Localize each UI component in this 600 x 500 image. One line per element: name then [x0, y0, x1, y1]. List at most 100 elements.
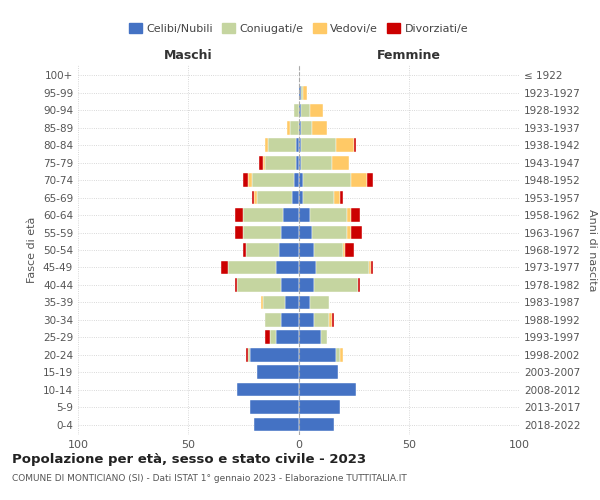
Bar [353, 138, 356, 152]
Bar [345, 243, 353, 257]
Bar [252, 174, 294, 187]
Bar [228, 260, 277, 274]
Bar [299, 156, 301, 170]
Bar [265, 138, 268, 152]
Legend: Celibi/Nubili, Coniugati/e, Vedovi/e, Divorziati/e: Celibi/Nubili, Coniugati/e, Vedovi/e, Di… [124, 19, 473, 38]
Bar [314, 313, 329, 326]
Bar [299, 191, 303, 204]
Bar [299, 104, 301, 117]
Bar [367, 174, 373, 187]
Bar [320, 330, 327, 344]
Bar [299, 226, 312, 239]
Bar [301, 104, 310, 117]
Bar [235, 208, 244, 222]
Bar [292, 191, 299, 204]
Bar [299, 260, 316, 274]
Bar [263, 296, 285, 309]
Bar [277, 330, 299, 344]
Bar [235, 278, 237, 291]
Bar [281, 313, 299, 326]
Bar [340, 348, 343, 362]
Bar [310, 104, 323, 117]
Bar [285, 296, 299, 309]
Bar [244, 208, 283, 222]
Bar [301, 121, 312, 134]
Bar [265, 330, 270, 344]
Bar [303, 174, 352, 187]
Bar [237, 278, 281, 291]
Bar [257, 191, 292, 204]
Bar [299, 383, 356, 396]
Bar [245, 243, 278, 257]
Bar [268, 138, 296, 152]
Bar [352, 208, 360, 222]
Bar [261, 296, 263, 309]
Bar [257, 366, 299, 379]
Bar [244, 174, 248, 187]
Bar [299, 138, 301, 152]
Bar [352, 174, 367, 187]
Bar [283, 208, 299, 222]
Bar [244, 226, 281, 239]
Bar [303, 191, 334, 204]
Bar [263, 156, 265, 170]
Y-axis label: Fasce di età: Fasce di età [28, 217, 37, 283]
Bar [245, 348, 248, 362]
Bar [254, 191, 257, 204]
Bar [252, 191, 254, 204]
Bar [259, 156, 263, 170]
Bar [312, 226, 347, 239]
Bar [299, 366, 338, 379]
Bar [301, 156, 332, 170]
Bar [278, 243, 299, 257]
Bar [296, 138, 299, 152]
Bar [235, 226, 244, 239]
Bar [244, 243, 245, 257]
Bar [299, 121, 301, 134]
Bar [221, 260, 228, 274]
Bar [299, 400, 340, 414]
Text: Maschi: Maschi [164, 50, 212, 62]
Bar [299, 348, 336, 362]
Bar [310, 296, 329, 309]
Bar [299, 86, 301, 100]
Bar [248, 348, 250, 362]
Bar [336, 138, 353, 152]
Bar [299, 330, 320, 344]
Bar [301, 138, 336, 152]
Y-axis label: Anni di nascita: Anni di nascita [587, 209, 597, 291]
Bar [347, 208, 352, 222]
Bar [296, 156, 299, 170]
Bar [294, 104, 299, 117]
Bar [270, 330, 277, 344]
Bar [303, 86, 307, 100]
Bar [334, 191, 340, 204]
Bar [265, 313, 281, 326]
Bar [248, 174, 252, 187]
Bar [281, 226, 299, 239]
Bar [301, 86, 303, 100]
Bar [314, 243, 343, 257]
Bar [254, 418, 299, 432]
Bar [299, 174, 303, 187]
Bar [329, 313, 332, 326]
Bar [281, 278, 299, 291]
Bar [299, 296, 310, 309]
Bar [340, 191, 343, 204]
Bar [312, 121, 327, 134]
Bar [277, 260, 299, 274]
Bar [358, 278, 360, 291]
Text: COMUNE DI MONTICIANO (SI) - Dati ISTAT 1° gennaio 2023 - Elaborazione TUTTITALIA: COMUNE DI MONTICIANO (SI) - Dati ISTAT 1… [12, 474, 407, 483]
Bar [265, 156, 296, 170]
Bar [369, 260, 371, 274]
Text: Popolazione per età, sesso e stato civile - 2023: Popolazione per età, sesso e stato civil… [12, 452, 366, 466]
Bar [299, 418, 334, 432]
Bar [250, 348, 299, 362]
Text: Femmine: Femmine [377, 50, 441, 62]
Bar [332, 313, 334, 326]
Bar [237, 383, 299, 396]
Bar [332, 156, 349, 170]
Bar [314, 278, 358, 291]
Bar [347, 226, 352, 239]
Bar [352, 226, 362, 239]
